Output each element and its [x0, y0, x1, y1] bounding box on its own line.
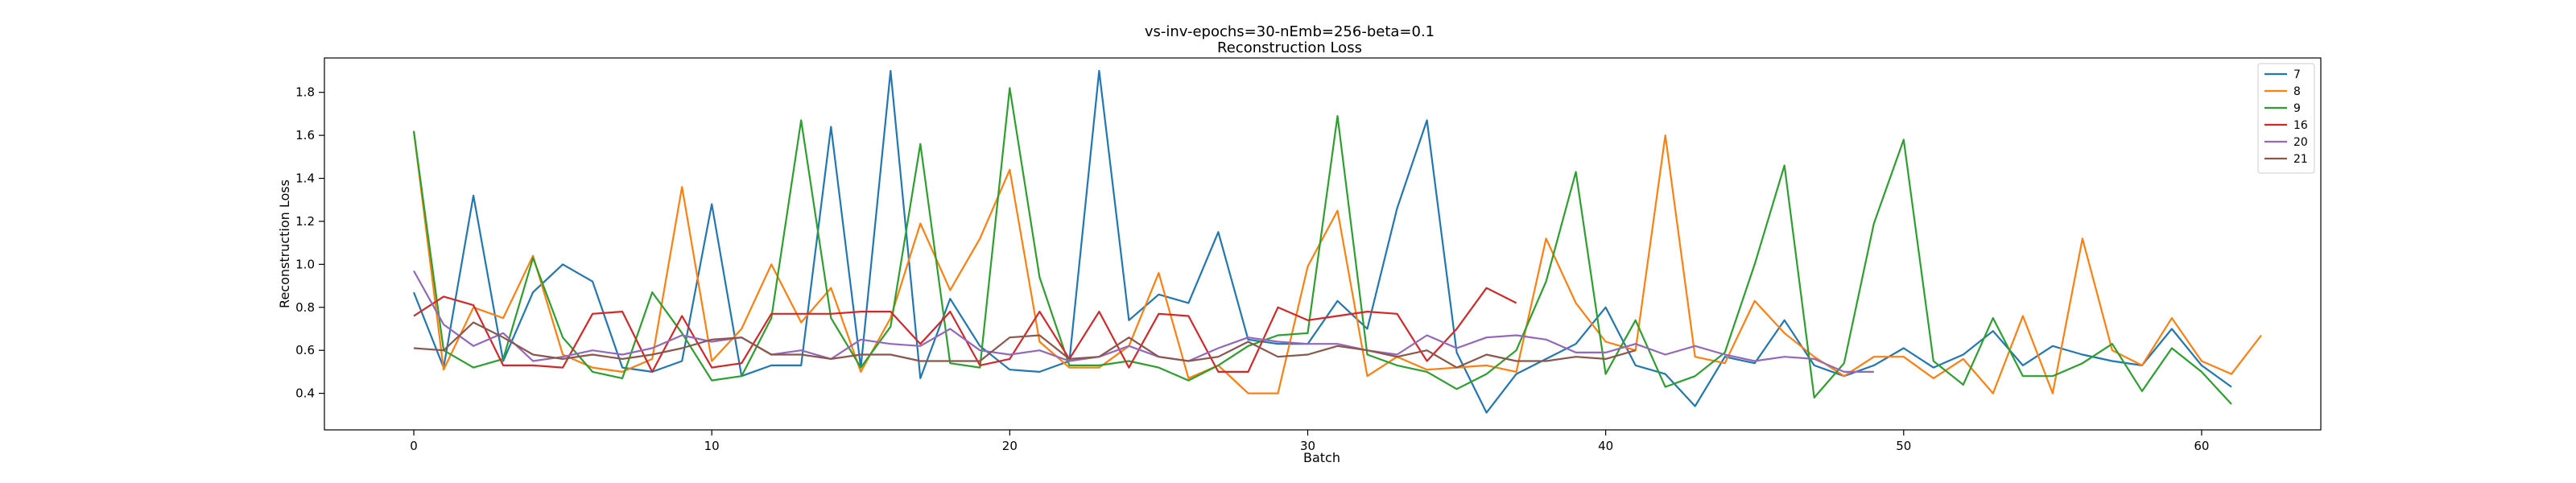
x-tick-label: 0: [410, 439, 418, 453]
x-tick-label: 20: [1002, 439, 1018, 453]
legend-label-7: 7: [2293, 68, 2301, 81]
y-tick-label: 1.4: [295, 171, 315, 186]
legend: 7 8 9 16 20 21: [2257, 63, 2315, 174]
y-tick-label: 0.4: [295, 386, 315, 401]
series-line-8: [412, 130, 2262, 394]
y-axis-label: Reconstruction Loss: [277, 180, 292, 308]
series-line-16: [413, 287, 1517, 373]
series-line-7: [412, 69, 2232, 414]
legend-label-20: 20: [2293, 136, 2308, 149]
x-tick-label: 10: [704, 439, 720, 453]
series-line-20: [413, 270, 1874, 373]
y-tick-label: 0.6: [295, 343, 315, 357]
chart-subtitle: Reconstruction Loss: [1217, 39, 1362, 56]
y-tick-label: 1.2: [295, 214, 315, 229]
x-axis-label: Batch: [1303, 450, 1340, 465]
legend-label-9: 9: [2293, 102, 2301, 115]
x-axis-ticks: 0 10 20 30 40 50 60: [410, 430, 2209, 453]
legend-label-8: 8: [2293, 85, 2301, 98]
x-tick-label: 60: [2194, 439, 2209, 453]
series-line-21: [413, 321, 1637, 369]
x-tick-label: 50: [1896, 439, 1911, 453]
y-tick-label: 1.0: [295, 257, 315, 271]
legend-label-21: 21: [2293, 153, 2308, 166]
series-layer: [412, 69, 2262, 414]
x-tick-label: 40: [1598, 439, 1613, 453]
y-tick-label: 1.6: [295, 128, 315, 142]
legend-label-16: 16: [2293, 119, 2308, 132]
chart-title: vs-inv-epochs=30-nEmb=256-beta=0.1: [1145, 23, 1435, 40]
y-tick-label: 0.8: [295, 300, 315, 315]
y-tick-label: 1.8: [295, 85, 315, 100]
y-axis-ticks: 0.4 0.6 0.8 1.0 1.2 1.4 1.6 1.8: [295, 85, 324, 401]
x-tick-label: 30: [1300, 439, 1315, 453]
plot-area-frame: [324, 57, 2322, 431]
series-line-9: [412, 87, 2232, 405]
